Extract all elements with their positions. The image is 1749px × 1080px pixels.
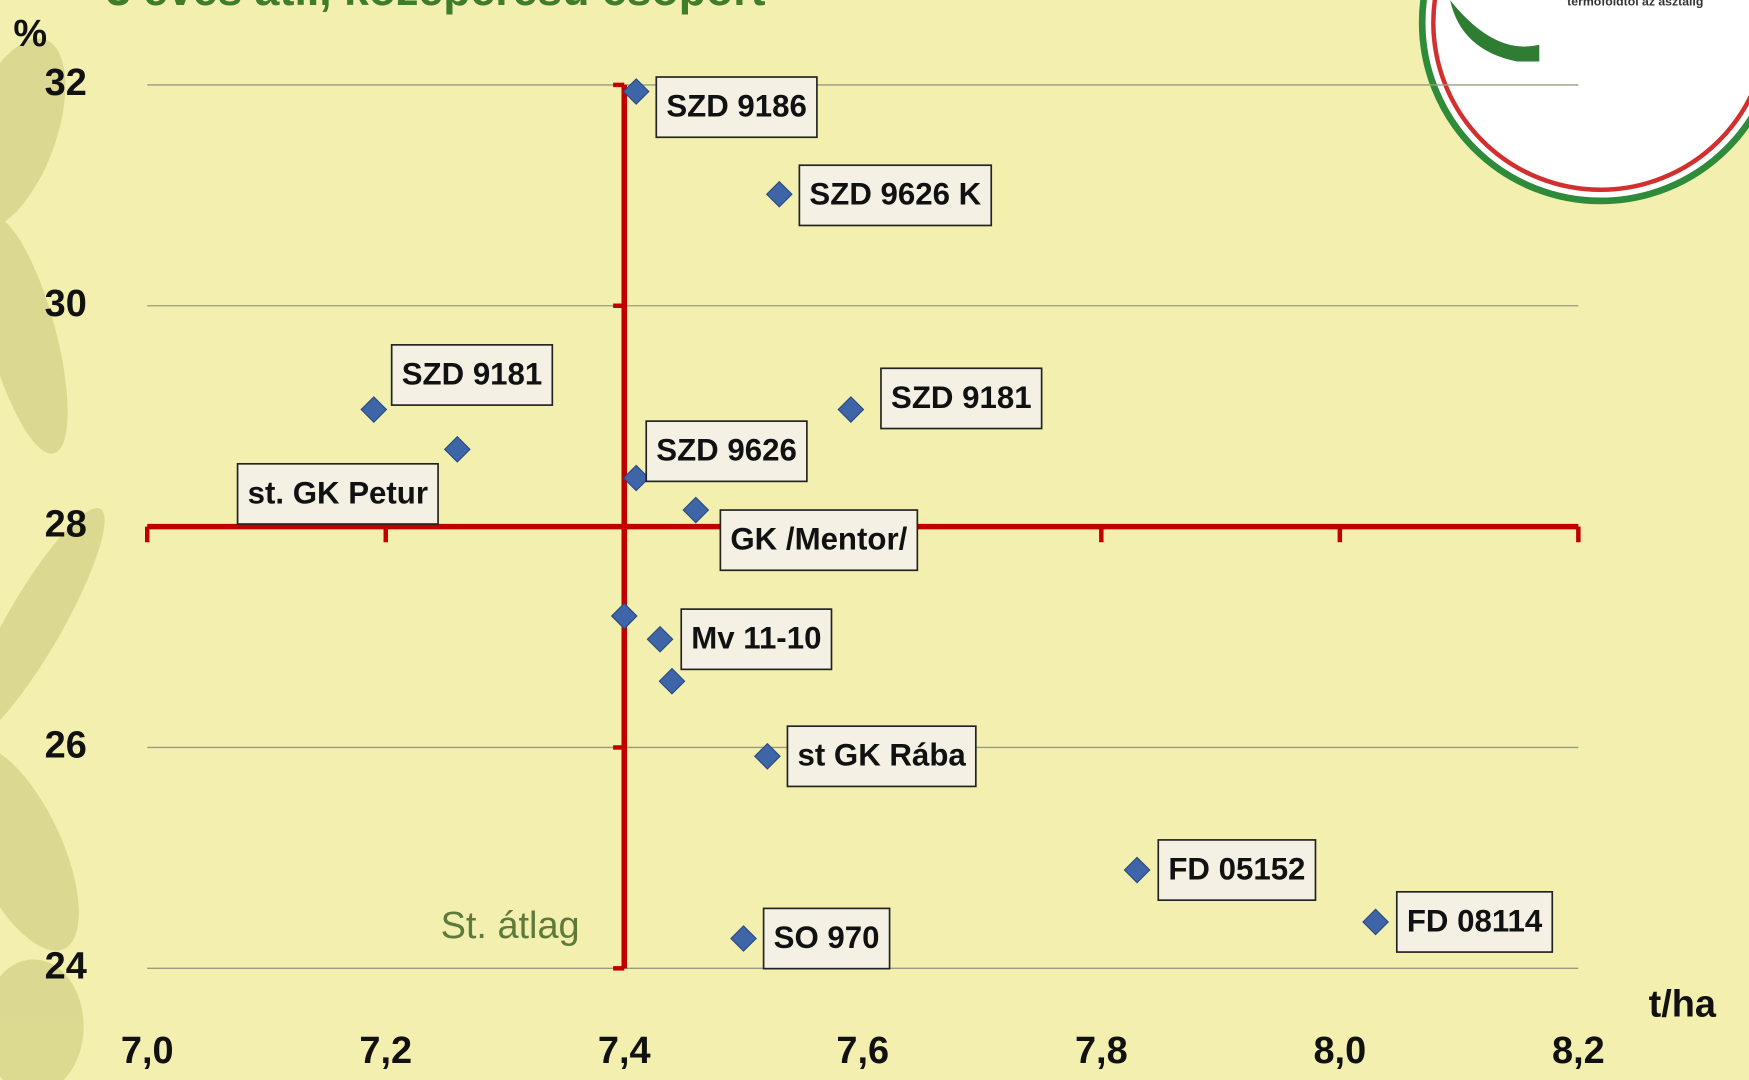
x-tick-label: 7,0 bbox=[121, 1030, 174, 1072]
label-text: SZD 9181 bbox=[402, 356, 543, 391]
y-axis-label: % bbox=[13, 13, 47, 55]
x-tick-label: 7,2 bbox=[359, 1030, 412, 1072]
point bbox=[360, 396, 388, 423]
point-label: SZD 9626 bbox=[645, 420, 808, 483]
label-box bbox=[798, 164, 993, 227]
point bbox=[765, 180, 793, 208]
point-label: st. GK Petur bbox=[236, 462, 439, 525]
label-box bbox=[786, 725, 977, 788]
reference-label: St. átlag bbox=[441, 905, 580, 947]
chart-title: 3 éves átl., középérésű csoport bbox=[106, 0, 766, 15]
label-text: Mv 11-10 bbox=[691, 621, 821, 656]
label-text: st GK Rába bbox=[797, 738, 966, 773]
point bbox=[658, 667, 686, 695]
label-text: SZD 9181 bbox=[891, 380, 1032, 415]
label-box bbox=[762, 907, 891, 970]
point bbox=[837, 396, 865, 423]
label-text: SZD 9186 bbox=[666, 89, 807, 124]
logo: termőföldtől az asztalig bbox=[1418, 0, 1749, 205]
x-axis-label: t/ha bbox=[1649, 983, 1717, 1025]
label-box bbox=[680, 608, 833, 671]
point-label: st GK Rába bbox=[786, 725, 977, 788]
point-label: GK /Mentor/ bbox=[719, 509, 919, 572]
y-tick-label: 24 bbox=[45, 945, 87, 987]
point bbox=[730, 925, 757, 952]
logo-text: termőföldtől az asztalig bbox=[1567, 0, 1703, 9]
label-box bbox=[645, 420, 808, 483]
label-box bbox=[1157, 839, 1317, 901]
leaf-decoration bbox=[0, 38, 105, 1080]
x-tick-label: 8,0 bbox=[1313, 1030, 1366, 1072]
point bbox=[610, 602, 638, 630]
label-box bbox=[236, 462, 439, 525]
point-label: Mv 11-10 bbox=[680, 608, 833, 671]
point-label: SZD 9186 bbox=[655, 76, 818, 139]
point-label: SZD 9181 bbox=[880, 367, 1043, 430]
point bbox=[682, 496, 710, 524]
y-tick-label: 32 bbox=[45, 62, 87, 104]
label-box bbox=[655, 76, 818, 139]
x-tick-label: 7,6 bbox=[836, 1030, 889, 1072]
label-text: FD 08114 bbox=[1407, 903, 1543, 938]
y-tick-label: 28 bbox=[45, 504, 87, 546]
label-text: SZD 9626 bbox=[656, 433, 797, 468]
x-tick-label: 7,8 bbox=[1075, 1030, 1128, 1072]
label-box bbox=[1395, 890, 1554, 953]
point bbox=[753, 742, 781, 770]
label-text: SZD 9626 K bbox=[809, 177, 981, 212]
point-label: SZD 9181 bbox=[390, 344, 554, 406]
label-text: st. GK Petur bbox=[248, 475, 428, 510]
y-tick-label: 26 bbox=[45, 724, 87, 766]
label-box bbox=[719, 509, 919, 572]
label-text: GK /Mentor/ bbox=[730, 522, 907, 557]
label-text: FD 05152 bbox=[1168, 851, 1305, 886]
point-label: FD 05152 bbox=[1157, 839, 1317, 901]
point-label: SO 970 bbox=[762, 907, 891, 970]
label-box bbox=[880, 367, 1043, 430]
point-label: SZD 9626 K bbox=[798, 164, 993, 227]
point bbox=[646, 625, 674, 653]
point bbox=[622, 78, 650, 105]
point bbox=[1123, 856, 1151, 884]
label-text: SO 970 bbox=[774, 920, 880, 955]
point-label: FD 08114 bbox=[1395, 890, 1554, 953]
label-box bbox=[390, 344, 554, 406]
x-tick-label: 8,2 bbox=[1552, 1030, 1605, 1072]
point bbox=[443, 435, 471, 463]
x-tick-label: 7,4 bbox=[598, 1030, 651, 1072]
point bbox=[622, 464, 650, 492]
y-tick-label: 30 bbox=[45, 283, 87, 325]
point bbox=[1362, 908, 1390, 936]
